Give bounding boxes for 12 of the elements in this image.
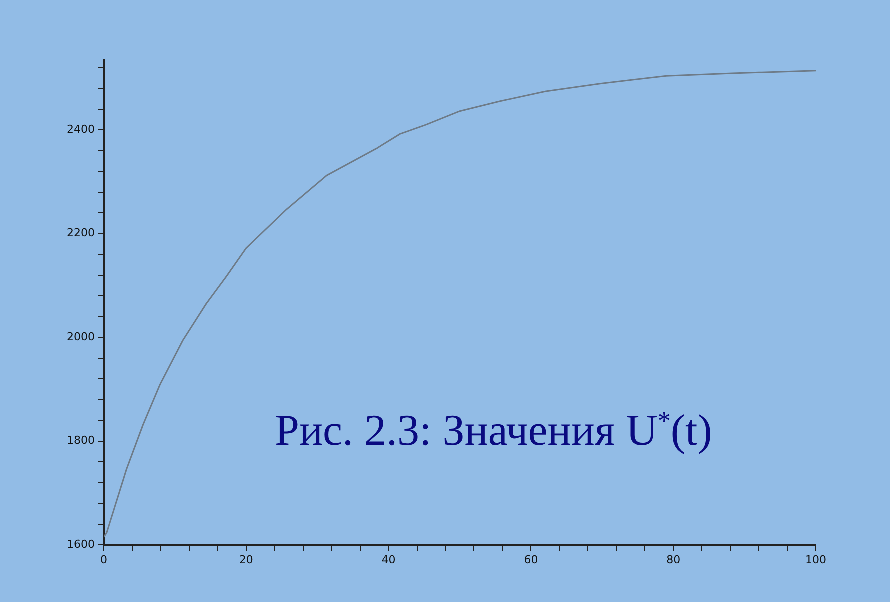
x-tick-label: 0: [100, 553, 108, 566]
annotation: Рис. 2.3: Значения U$^{*}$(t): [275, 405, 712, 456]
x-tick-label: 100: [806, 553, 826, 566]
y-tick-label: 2200: [67, 226, 95, 240]
y-tick-label: 1800: [67, 434, 95, 448]
y-tick-label: 1600: [67, 538, 95, 551]
y-tick-label: 2400: [67, 122, 95, 136]
x-tick-label: 20: [239, 553, 254, 566]
x-tick-label: 60: [524, 553, 538, 566]
x-tick-label: 40: [382, 553, 396, 566]
x-tick-label: 80: [666, 553, 681, 566]
y-tick-label: 2000: [67, 330, 95, 344]
